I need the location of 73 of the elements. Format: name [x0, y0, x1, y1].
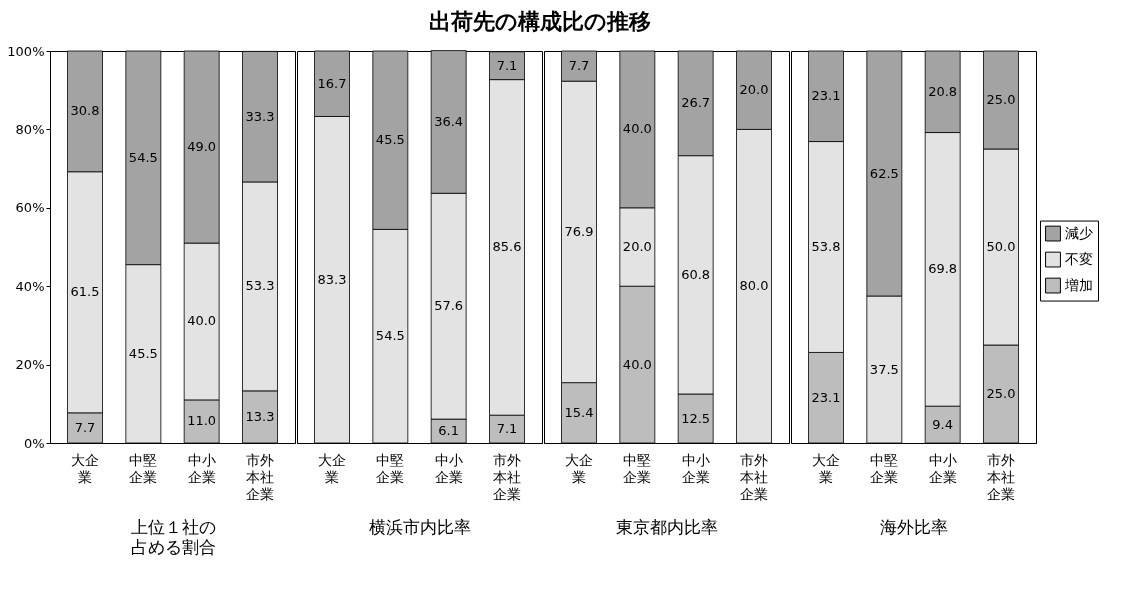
- x-tick-label: 中小企業: [187, 451, 216, 485]
- x-axis-title: 上位１社の占める割合: [130, 516, 216, 557]
- data-label: 40.0: [187, 313, 217, 329]
- text: 出荷先の構成比の推移: [429, 9, 651, 34]
- x-tick-label: 市外本社企業: [740, 451, 768, 502]
- data-label: 62.5: [869, 165, 899, 181]
- legend-label: 増加: [1064, 276, 1093, 293]
- data-label: 54.5: [128, 149, 158, 165]
- data-label: 6.1: [438, 423, 460, 439]
- data-label: 23.1: [811, 389, 841, 405]
- legend-label: 不変: [1065, 250, 1093, 267]
- x-tick-label: 市外本社企業: [987, 451, 1015, 502]
- data-label: 23.1: [811, 88, 841, 104]
- data-label: 83.3: [317, 271, 347, 287]
- data-label: 7.7: [568, 58, 590, 74]
- y-tick-label: 80%: [15, 121, 45, 137]
- data-label: 40.0: [622, 356, 652, 372]
- data-label: 37.5: [869, 361, 899, 377]
- x-tick-label: 中堅企業: [870, 451, 899, 485]
- y-tick-label: 60%: [15, 200, 45, 216]
- data-label: 16.7: [317, 75, 347, 91]
- data-label: 9.4: [932, 416, 954, 432]
- data-label: 20.0: [739, 82, 769, 98]
- x-tick-label: 市外本社企業: [246, 451, 274, 502]
- data-label: 7.7: [74, 419, 96, 435]
- x-tick-label: 大企業: [565, 451, 593, 485]
- data-label: 33.3: [245, 108, 275, 124]
- data-label: 69.8: [928, 261, 958, 277]
- data-label: 26.7: [681, 95, 711, 111]
- data-label: 80.0: [739, 278, 769, 294]
- data-label: 76.9: [564, 223, 594, 239]
- data-label: 7.1: [496, 57, 518, 73]
- data-label: 61.5: [70, 284, 100, 300]
- x-tick-label: 大企業: [812, 451, 840, 485]
- data-label: 50.0: [986, 239, 1016, 254]
- x-axis-title: 海外比率: [880, 516, 948, 537]
- y-tick-label: 0%: [23, 435, 45, 451]
- x-tick-label: 大企業: [71, 451, 99, 485]
- data-label: 36.4: [434, 113, 464, 129]
- data-label: 25.0: [986, 386, 1016, 401]
- legend-label: 減少: [1065, 224, 1093, 241]
- data-label: 53.3: [245, 278, 275, 294]
- data-label: 45.5: [375, 132, 405, 148]
- x-tick-label: 市外本社企業: [493, 451, 521, 502]
- x-tick-label: 中堅企業: [623, 451, 652, 485]
- y-tick-label: 20%: [15, 357, 45, 373]
- x-tick-label: 中小企業: [681, 451, 710, 485]
- data-label: 11.0: [187, 413, 217, 429]
- data-label: 15.4: [564, 404, 594, 420]
- y-tick-label: 100%: [7, 43, 45, 59]
- x-tick-label: 中堅企業: [376, 451, 405, 485]
- data-label: 53.8: [811, 239, 841, 254]
- data-label: 57.6: [434, 298, 464, 314]
- data-label: 7.1: [496, 421, 518, 437]
- data-label: 60.8: [681, 266, 711, 282]
- data-label: 40.0: [622, 121, 652, 137]
- data-label: 49.0: [187, 139, 217, 155]
- x-tick-label: 中堅企業: [129, 451, 158, 485]
- data-label: 45.5: [128, 345, 158, 361]
- x-tick-label: 中小企業: [434, 451, 463, 485]
- data-label: 13.3: [245, 408, 275, 424]
- x-tick-label: 大企業: [318, 451, 346, 485]
- x-tick-label: 中小企業: [928, 451, 957, 485]
- data-label: 20.8: [928, 83, 958, 99]
- data-label: 20.0: [622, 239, 652, 254]
- data-label: 85.6: [492, 239, 522, 255]
- data-label: 25.0: [986, 92, 1016, 107]
- x-axis-title: 横浜市内比率: [369, 516, 471, 537]
- x-axis-title: 東京都内比率: [616, 516, 718, 537]
- data-label: 30.8: [70, 103, 100, 119]
- y-tick-label: 40%: [15, 278, 45, 294]
- data-label: 12.5: [681, 410, 711, 426]
- data-label: 54.5: [375, 328, 405, 344]
